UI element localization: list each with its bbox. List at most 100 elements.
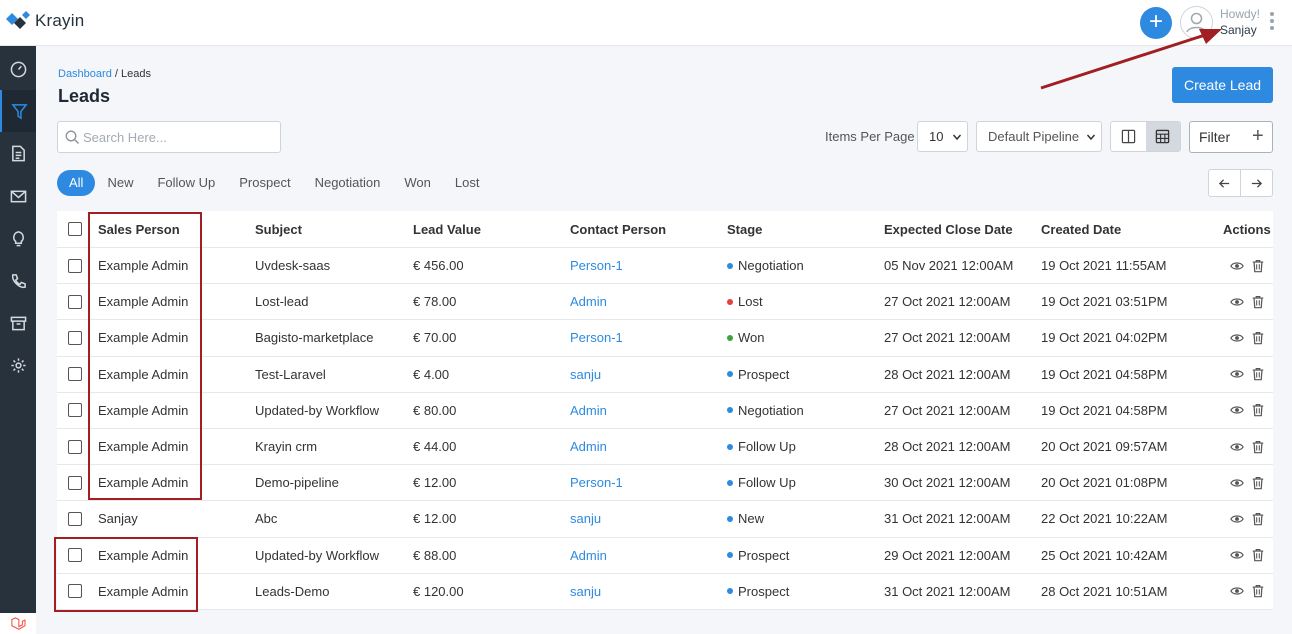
more-options-icon[interactable] bbox=[1268, 12, 1276, 34]
header-contact-person[interactable]: Contact Person bbox=[570, 221, 667, 237]
contact-person-link[interactable]: Admin bbox=[570, 294, 607, 310]
created-date-cell: 22 Oct 2021 10:22AM bbox=[1041, 511, 1168, 527]
table-header-row: Sales Person Subject Lead Value Contact … bbox=[57, 211, 1273, 248]
table-row[interactable]: Example Admin Updated-by Workflow € 80.00 A… bbox=[57, 393, 1273, 429]
stage-cell: Negotiation bbox=[727, 393, 804, 428]
table-row[interactable]: Sanjay Abc € 12.00 sanju New 31 Oct 2021 12:0… bbox=[57, 501, 1273, 538]
contact-person-link[interactable]: Person-1 bbox=[570, 258, 623, 274]
eye-icon[interactable] bbox=[1230, 584, 1244, 598]
subject-cell: Updated-by Workflow bbox=[255, 402, 380, 418]
header-sales-person[interactable]: Sales Person bbox=[98, 221, 180, 237]
next-page-button[interactable] bbox=[1241, 170, 1272, 196]
row-checkbox[interactable] bbox=[68, 284, 82, 319]
eye-icon[interactable] bbox=[1230, 295, 1244, 309]
sidebar-item-settings[interactable] bbox=[0, 344, 36, 386]
tab-lost[interactable]: Lost bbox=[454, 175, 480, 190]
header-actions: Actions bbox=[1223, 221, 1271, 237]
subject-cell: Updated-by Workflow bbox=[255, 547, 380, 563]
subject-cell: Lost-lead bbox=[255, 294, 309, 310]
filter-button[interactable]: Filter + bbox=[1189, 121, 1273, 153]
header-lead-value[interactable]: Lead Value bbox=[413, 221, 481, 237]
row-checkbox[interactable] bbox=[68, 538, 82, 573]
sidebar-item-leads[interactable] bbox=[0, 90, 36, 132]
contact-person-link[interactable]: Admin bbox=[570, 547, 607, 563]
contact-person-link[interactable]: Person-1 bbox=[570, 475, 623, 491]
table-row[interactable]: Example Admin Lost-lead € 78.00 Admin Lost 27… bbox=[57, 284, 1273, 321]
pipeline-select[interactable]: Default Pipeline bbox=[976, 121, 1102, 152]
breadcrumb-dashboard-link[interactable]: Dashboard bbox=[58, 68, 112, 80]
quick-add-button[interactable]: + bbox=[1140, 7, 1172, 39]
row-checkbox[interactable] bbox=[68, 574, 82, 609]
eye-icon[interactable] bbox=[1230, 367, 1244, 381]
select-all-checkbox[interactable] bbox=[68, 211, 82, 247]
table-row[interactable]: Example Admin Test-Laravel € 4.00 sanju Pros… bbox=[57, 357, 1273, 393]
user-name[interactable]: Sanjay bbox=[1220, 23, 1257, 37]
eye-icon[interactable] bbox=[1230, 512, 1244, 526]
tab-prospect[interactable]: Prospect bbox=[239, 175, 291, 190]
stage-dot bbox=[727, 407, 733, 414]
sidebar-item-dashboard[interactable] bbox=[0, 48, 36, 90]
krayin-logo[interactable]: Krayin bbox=[5, 10, 84, 32]
create-lead-button[interactable]: Create Lead bbox=[1172, 67, 1273, 103]
table-row[interactable]: Example Admin Bagisto-marketplace € 70.00 P… bbox=[57, 320, 1273, 357]
sidebar-item-activities[interactable] bbox=[0, 217, 36, 259]
row-checkbox[interactable] bbox=[68, 320, 82, 355]
eye-icon[interactable] bbox=[1230, 548, 1244, 562]
trash-icon[interactable] bbox=[1251, 548, 1265, 562]
trash-icon[interactable] bbox=[1251, 331, 1265, 345]
contact-person-link[interactable]: Admin bbox=[570, 402, 607, 418]
row-checkbox[interactable] bbox=[68, 465, 82, 500]
kanban-view-button[interactable] bbox=[1111, 122, 1146, 151]
trash-icon[interactable] bbox=[1251, 440, 1265, 454]
eye-icon[interactable] bbox=[1230, 259, 1244, 273]
sidebar-item-quotes[interactable] bbox=[0, 132, 36, 174]
trash-icon[interactable] bbox=[1251, 259, 1265, 273]
avatar[interactable] bbox=[1180, 6, 1213, 39]
items-per-page-select[interactable]: 10 bbox=[917, 121, 968, 152]
eye-icon[interactable] bbox=[1230, 331, 1244, 345]
header-created-date[interactable]: Created Date bbox=[1041, 221, 1122, 237]
tab-follow-up[interactable]: Follow Up bbox=[157, 175, 216, 190]
contact-person-link[interactable]: sanju bbox=[570, 366, 602, 382]
table-row[interactable]: Example Admin Uvdesk-saas € 456.00 Person-1… bbox=[57, 248, 1273, 285]
contact-person-link[interactable]: Person-1 bbox=[570, 330, 623, 346]
row-checkbox[interactable] bbox=[68, 429, 82, 464]
eye-icon[interactable] bbox=[1230, 440, 1244, 454]
contact-person-link[interactable]: sanju bbox=[570, 511, 602, 527]
sidebar-item-contacts[interactable] bbox=[0, 260, 36, 302]
header-expected-close-date[interactable]: Expected Close Date bbox=[884, 221, 1013, 237]
table-row[interactable]: Example Admin Updated-by Workflow € 88.00 A… bbox=[57, 538, 1273, 574]
row-checkbox[interactable] bbox=[68, 501, 82, 536]
phone-icon bbox=[11, 273, 26, 288]
trash-icon[interactable] bbox=[1251, 367, 1265, 381]
contact-person-link[interactable]: sanju bbox=[570, 583, 602, 599]
sidebar-item-products[interactable] bbox=[0, 302, 36, 344]
trash-icon[interactable] bbox=[1251, 584, 1265, 598]
search-box[interactable] bbox=[57, 121, 281, 153]
trash-icon[interactable] bbox=[1251, 403, 1265, 417]
row-checkbox[interactable] bbox=[68, 393, 82, 428]
tab-all[interactable]: All bbox=[57, 170, 96, 196]
header-subject[interactable]: Subject bbox=[255, 221, 302, 237]
table-row[interactable]: Example Admin Demo-pipeline € 12.00 Person-… bbox=[57, 465, 1273, 502]
eye-icon[interactable] bbox=[1230, 403, 1244, 417]
table-view-button[interactable] bbox=[1145, 122, 1180, 151]
header-stage[interactable]: Stage bbox=[727, 221, 763, 237]
trash-icon[interactable] bbox=[1251, 512, 1265, 526]
contact-person-link[interactable]: Admin bbox=[570, 439, 607, 455]
stage-cell: Follow Up bbox=[727, 429, 796, 464]
trash-icon[interactable] bbox=[1251, 295, 1265, 309]
table-row[interactable]: Example Admin Krayin crm € 44.00 Admin Follo… bbox=[57, 429, 1273, 466]
row-checkbox[interactable] bbox=[68, 248, 82, 283]
tab-won[interactable]: Won bbox=[404, 175, 431, 190]
tab-new[interactable]: New bbox=[107, 175, 134, 190]
trash-icon[interactable] bbox=[1251, 476, 1265, 490]
row-checkbox[interactable] bbox=[68, 357, 82, 392]
table-row[interactable]: Example Admin Leads-Demo € 120.00 sanju Pros… bbox=[57, 574, 1273, 610]
eye-icon[interactable] bbox=[1230, 476, 1244, 490]
stage-label: Negotiation bbox=[738, 258, 804, 274]
previous-page-button[interactable] bbox=[1209, 170, 1241, 196]
sidebar-item-mail[interactable] bbox=[0, 175, 36, 217]
search-input[interactable] bbox=[83, 128, 273, 146]
tab-negotiation[interactable]: Negotiation bbox=[314, 175, 381, 190]
